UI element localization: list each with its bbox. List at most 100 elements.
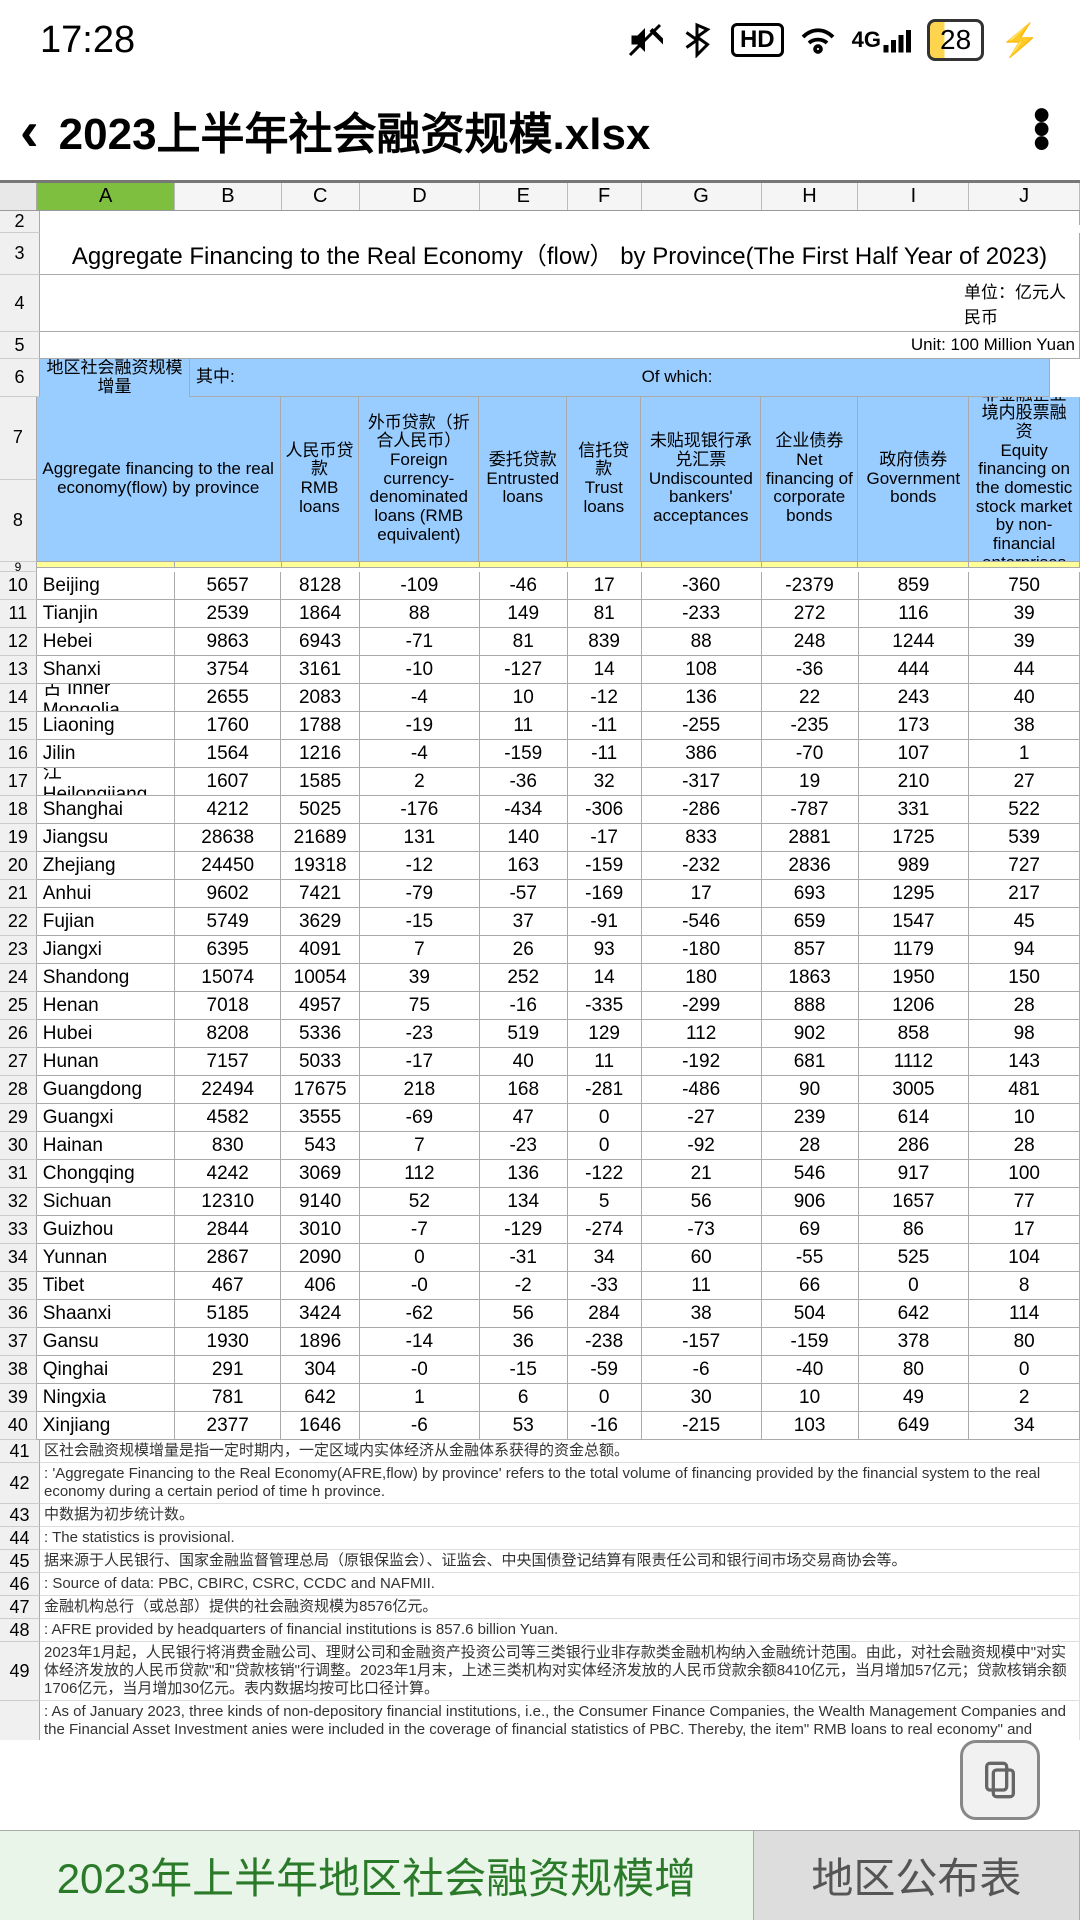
data-cell[interactable]: 10054 <box>281 964 360 992</box>
data-cell[interactable]: 0 <box>568 1132 642 1160</box>
data-cell[interactable]: 32 <box>568 768 642 796</box>
data-cell[interactable]: -317 <box>642 768 762 796</box>
data-cell[interactable]: 4212 <box>175 796 281 824</box>
data-cell[interactable]: -286 <box>642 796 762 824</box>
data-cell[interactable]: 546 <box>762 1160 859 1188</box>
data-cell[interactable]: -40 <box>762 1356 859 1384</box>
data-cell[interactable]: 304 <box>281 1356 360 1384</box>
data-cell[interactable]: 56 <box>642 1188 762 1216</box>
data-cell[interactable]: -92 <box>642 1132 762 1160</box>
data-cell[interactable]: 2836 <box>762 852 859 880</box>
data-cell[interactable]: 69 <box>762 1216 859 1244</box>
data-cell[interactable]: 107 <box>859 740 970 768</box>
data-cell[interactable]: 0 <box>859 1272 970 1300</box>
data-cell[interactable]: 2539 <box>175 600 281 628</box>
data-cell[interactable]: 116 <box>859 600 970 628</box>
data-cell[interactable]: 3010 <box>281 1216 360 1244</box>
data-cell[interactable]: 30 <box>642 1384 762 1412</box>
data-cell[interactable]: -6 <box>360 1412 480 1440</box>
data-cell[interactable]: 1112 <box>859 1048 970 1076</box>
data-cell[interactable]: 39 <box>969 600 1080 628</box>
data-cell[interactable]: 3424 <box>281 1300 360 1328</box>
data-cell[interactable]: 90 <box>762 1076 859 1104</box>
data-cell[interactable]: 10 <box>480 684 568 712</box>
data-cell[interactable]: -7 <box>360 1216 480 1244</box>
data-cell[interactable]: 37 <box>480 908 568 936</box>
data-cell[interactable]: 7157 <box>175 1048 281 1076</box>
data-cell[interactable]: -46 <box>480 572 568 600</box>
data-cell[interactable]: 1864 <box>281 600 360 628</box>
province-cell[interactable]: Xinjiang <box>37 1412 175 1440</box>
data-cell[interactable]: 1244 <box>859 628 970 656</box>
data-cell[interactable]: 6395 <box>175 936 281 964</box>
data-cell[interactable]: 272 <box>762 600 859 628</box>
col-header-c[interactable]: C <box>282 183 360 210</box>
data-cell[interactable]: 386 <box>642 740 762 768</box>
province-cell[interactable]: Gansu <box>37 1328 175 1356</box>
data-cell[interactable]: -159 <box>568 852 642 880</box>
data-cell[interactable]: 5 <box>568 1188 642 1216</box>
data-cell[interactable]: 17 <box>568 572 642 600</box>
data-cell[interactable]: 781 <box>175 1384 281 1412</box>
data-cell[interactable]: 38 <box>642 1300 762 1328</box>
data-cell[interactable]: 22 <box>762 684 859 712</box>
data-cell[interactable]: 5185 <box>175 1300 281 1328</box>
back-button[interactable]: ‹ <box>20 98 39 163</box>
data-cell[interactable]: 28 <box>969 992 1080 1020</box>
data-cell[interactable]: 56 <box>480 1300 568 1328</box>
corner-cell[interactable] <box>0 183 37 210</box>
data-cell[interactable]: -274 <box>568 1216 642 1244</box>
col-header-h[interactable]: H <box>762 183 859 210</box>
data-cell[interactable]: -4 <box>360 684 480 712</box>
data-cell[interactable]: 0 <box>969 1356 1080 1384</box>
data-cell[interactable]: -255 <box>642 712 762 740</box>
data-cell[interactable]: -299 <box>642 992 762 1020</box>
data-cell[interactable]: 108 <box>642 656 762 684</box>
data-cell[interactable]: 163 <box>480 852 568 880</box>
col-header-e[interactable]: E <box>480 183 568 210</box>
data-cell[interactable]: 38 <box>969 712 1080 740</box>
col-header-b[interactable]: B <box>175 183 281 210</box>
col-header-i[interactable]: I <box>858 183 969 210</box>
data-cell[interactable]: 284 <box>568 1300 642 1328</box>
data-cell[interactable]: 519 <box>480 1020 568 1048</box>
data-cell[interactable]: 17 <box>642 880 762 908</box>
data-cell[interactable]: 7421 <box>281 880 360 908</box>
data-cell[interactable]: -11 <box>568 712 642 740</box>
data-cell[interactable]: 1863 <box>762 964 859 992</box>
data-cell[interactable]: 28638 <box>175 824 281 852</box>
data-cell[interactable]: 80 <box>969 1328 1080 1356</box>
province-cell[interactable]: Sichuan <box>37 1188 175 1216</box>
data-cell[interactable]: 27 <box>969 768 1080 796</box>
col-header-d[interactable]: D <box>360 183 480 210</box>
data-cell[interactable]: 1179 <box>859 936 970 964</box>
data-cell[interactable]: 98 <box>969 1020 1080 1048</box>
data-cell[interactable]: -59 <box>568 1356 642 1384</box>
data-cell[interactable]: 1295 <box>859 880 970 908</box>
data-cell[interactable]: 210 <box>859 768 970 796</box>
data-cell[interactable]: 40 <box>480 1048 568 1076</box>
data-cell[interactable]: 22494 <box>175 1076 281 1104</box>
data-cell[interactable]: -11 <box>568 740 642 768</box>
data-cell[interactable]: -159 <box>762 1328 859 1356</box>
data-cell[interactable]: 24450 <box>175 852 281 880</box>
data-cell[interactable]: 77 <box>969 1188 1080 1216</box>
data-cell[interactable]: 1930 <box>175 1328 281 1356</box>
data-cell[interactable]: -159 <box>480 740 568 768</box>
data-cell[interactable]: 3005 <box>859 1076 970 1104</box>
data-cell[interactable]: 14 <box>568 656 642 684</box>
data-cell[interactable]: 2 <box>969 1384 1080 1412</box>
data-cell[interactable]: 8 <box>969 1272 1080 1300</box>
data-cell[interactable]: -73 <box>642 1216 762 1244</box>
province-cell[interactable]: Zhejiang <box>37 852 175 880</box>
data-cell[interactable]: 45 <box>969 908 1080 936</box>
data-cell[interactable]: 11 <box>480 712 568 740</box>
data-cell[interactable]: -486 <box>642 1076 762 1104</box>
data-cell[interactable]: 143 <box>969 1048 1080 1076</box>
data-cell[interactable]: -16 <box>480 992 568 1020</box>
data-cell[interactable]: 1725 <box>859 824 970 852</box>
province-cell[interactable]: Guangxi <box>37 1104 175 1132</box>
data-cell[interactable]: 3754 <box>175 656 281 684</box>
data-cell[interactable]: 5336 <box>281 1020 360 1048</box>
province-cell[interactable]: Shanghai <box>37 796 175 824</box>
